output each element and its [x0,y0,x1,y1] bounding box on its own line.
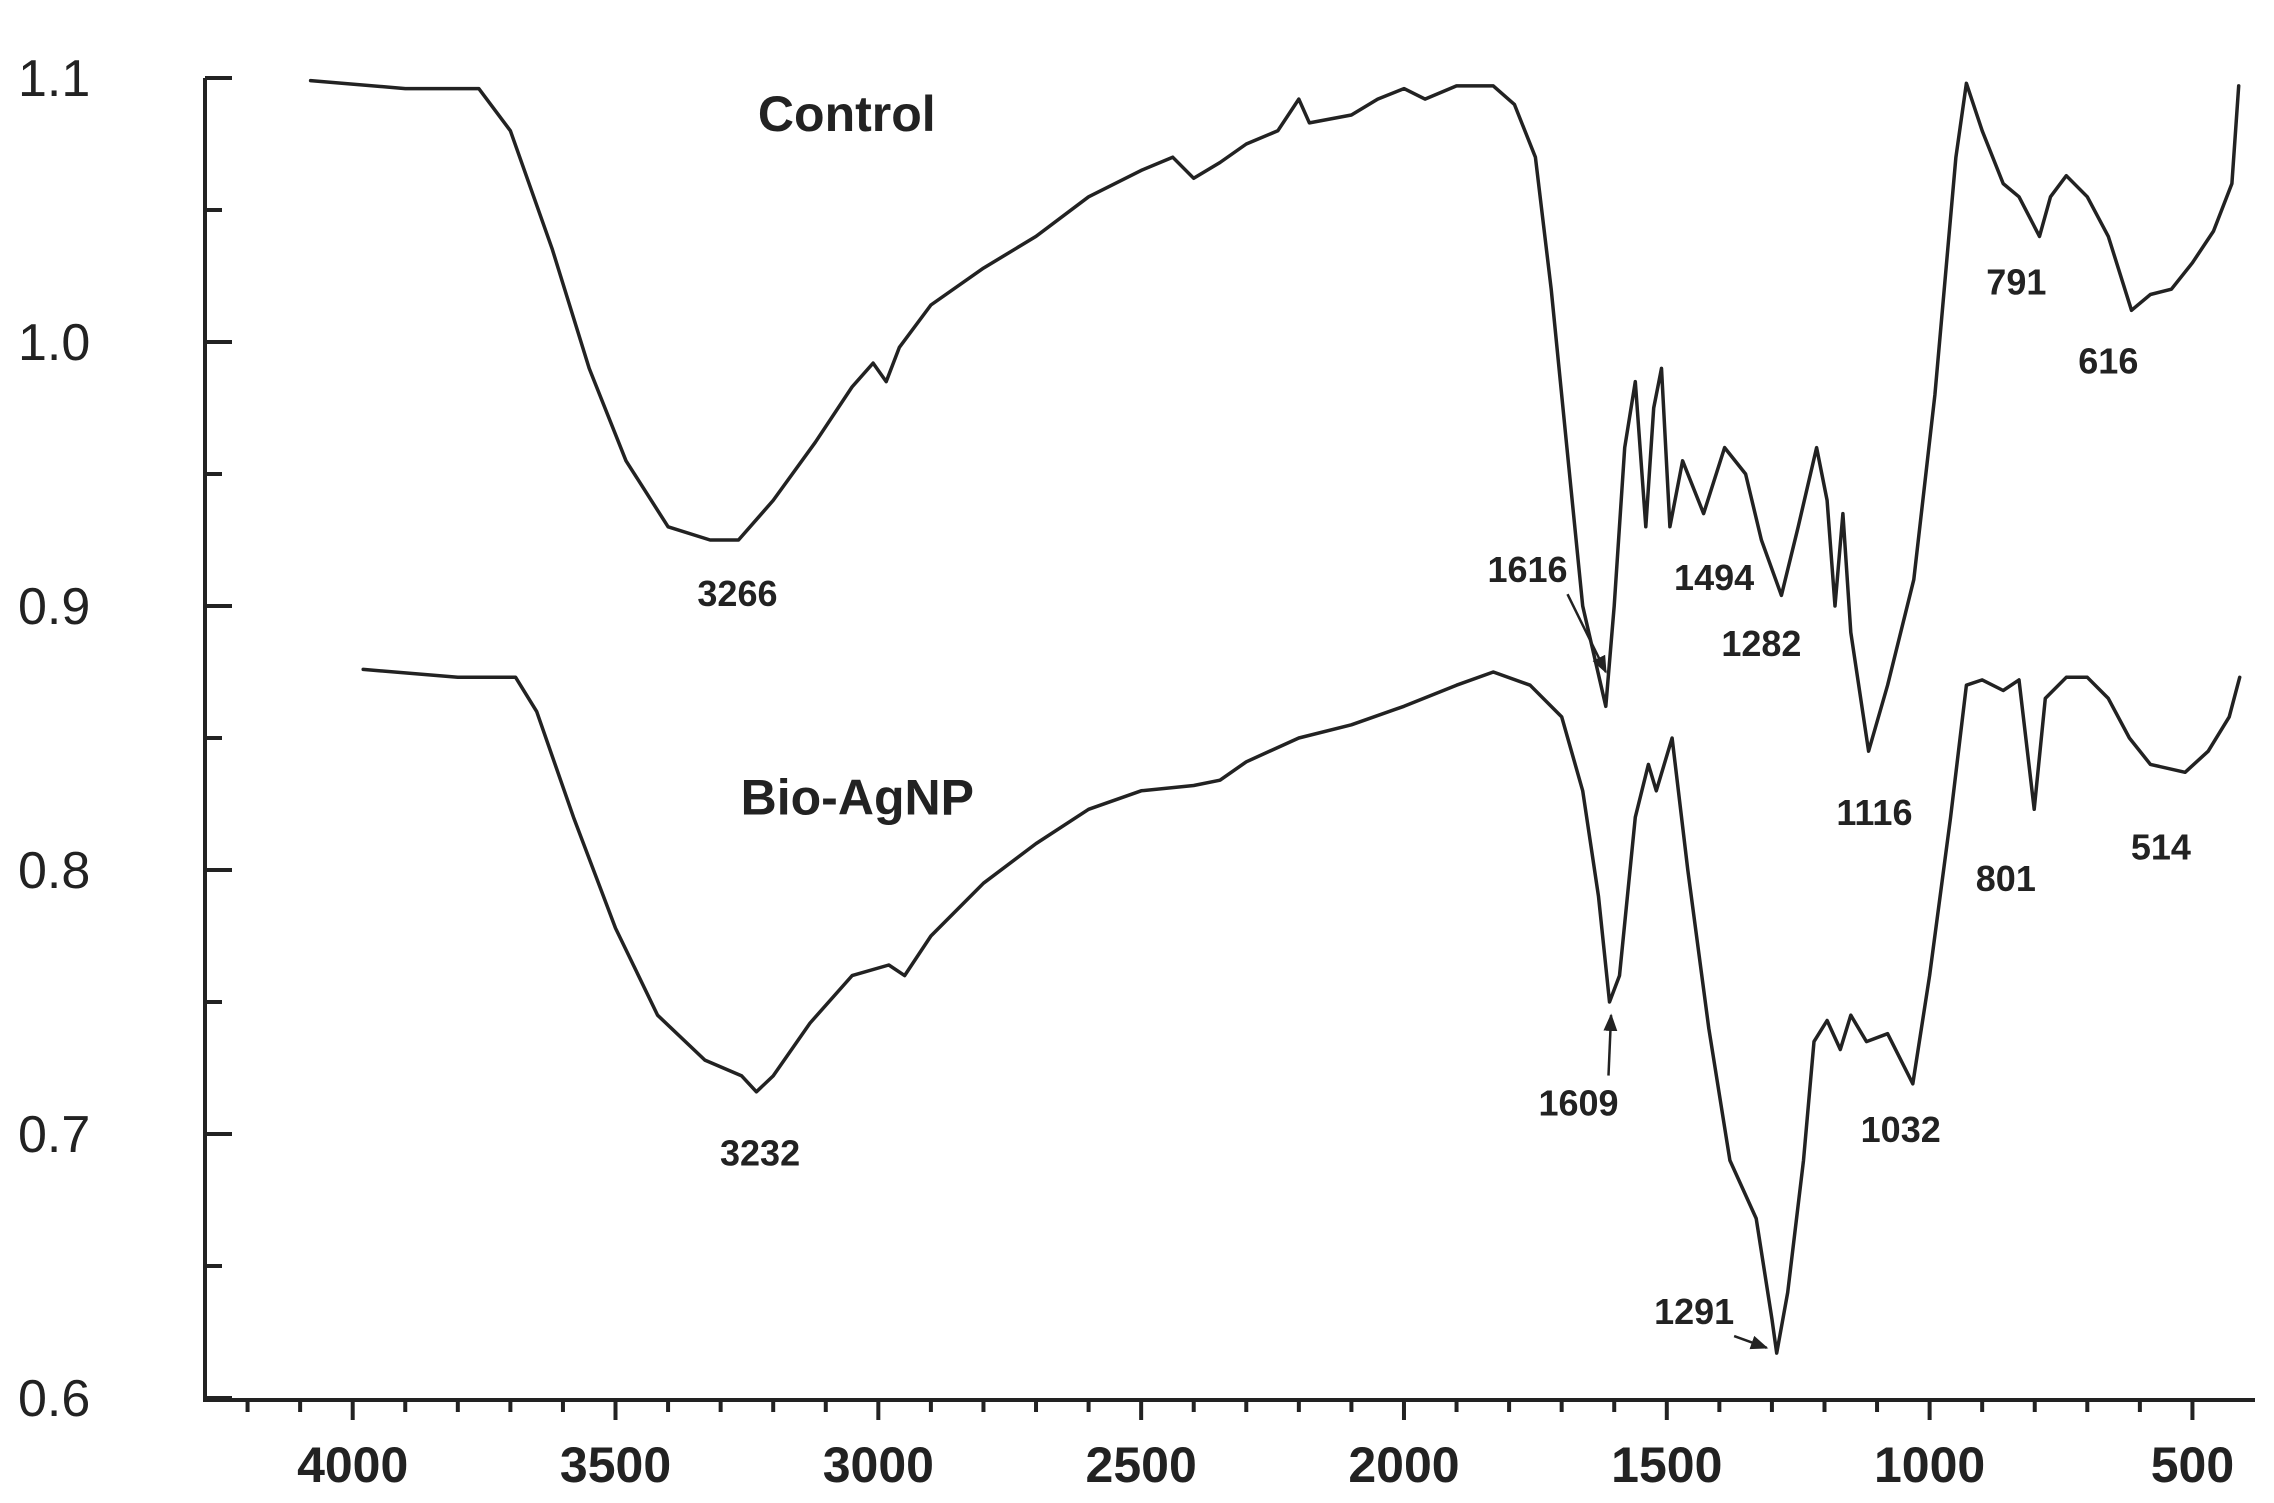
series-label-control: Control [758,86,936,142]
peak-label: 1282 [1721,623,1801,664]
x-tick-label: 3500 [560,1437,671,1493]
peak-label: 1609 [1538,1083,1618,1124]
x-tick-label: 4000 [297,1437,408,1493]
peak-label: 3266 [697,573,777,614]
peak-label: 1116 [1836,792,1912,833]
x-tick-label: 2000 [1348,1437,1459,1493]
x-tick-label: 1000 [1874,1437,1985,1493]
y-tick-label: 0.6 [18,1370,90,1428]
x-tick-label: 2500 [1086,1437,1197,1493]
peak-label: 616 [2078,341,2138,382]
peak-arrow [1566,593,1607,674]
peak-arrow [1733,1334,1769,1350]
series-label-bio-agnp: Bio-AgNP [741,770,974,826]
y-tick-label: 1.0 [18,314,90,372]
peak-label: 514 [2131,826,2191,867]
series-line-control [308,78,2241,753]
y-tick-label: 0.8 [18,842,90,900]
peak-label: 3232 [720,1133,800,1174]
peak-arrow [1603,1013,1618,1076]
y-tick-label: 0.9 [18,578,90,636]
peak-label: 1616 [1487,549,1567,590]
peak-label: 1032 [1861,1109,1941,1150]
y-tick-label: 1.1 [18,50,90,108]
peak-label: 801 [1976,858,2036,899]
series-line-bio-agnp [361,667,2242,1355]
x-tick-label: 1500 [1611,1437,1722,1493]
y-tick-label: 0.7 [18,1106,90,1164]
peak-label: 1494 [1674,557,1754,598]
peak-label: 1291 [1654,1291,1734,1332]
x-tick-label: 3000 [823,1437,934,1493]
peak-label: 791 [1986,261,2046,302]
x-tick-label: 500 [2151,1437,2234,1493]
